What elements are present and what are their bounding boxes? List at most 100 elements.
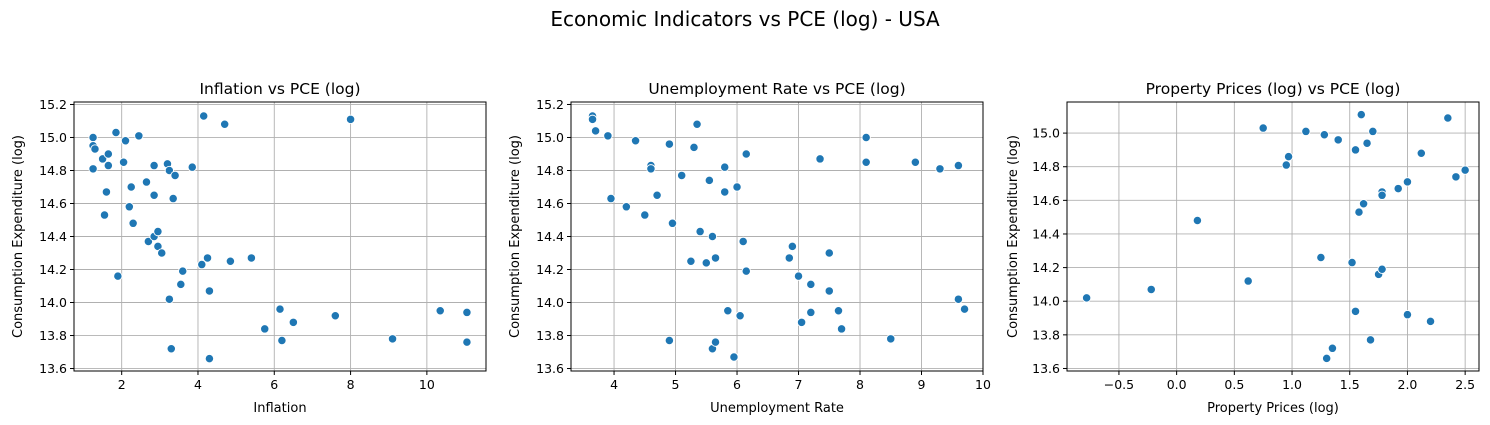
scatter-point <box>202 253 213 263</box>
scatter-point <box>701 258 711 268</box>
y-tick-label: 14.2 <box>1032 260 1060 275</box>
x-tick-label: 4 <box>194 377 202 392</box>
scatter-point <box>664 139 675 149</box>
scatter-point <box>164 294 175 304</box>
scatter-point <box>462 337 472 347</box>
scatter-point <box>103 160 113 171</box>
scatter-point <box>225 256 236 266</box>
scatter-point <box>99 210 110 220</box>
scatter-point <box>587 114 598 124</box>
scatter-point <box>732 182 742 192</box>
y-tick-label: 14.4 <box>536 229 564 244</box>
panel-title: Unemployment Rate vs PCE (log) <box>648 80 905 98</box>
scatter-point <box>953 160 964 171</box>
scatter-point <box>630 136 641 146</box>
scatter-point <box>149 190 159 200</box>
scatter-point <box>738 236 748 247</box>
y-tick-label: 15.2 <box>39 97 67 112</box>
scatter-point <box>101 187 112 197</box>
scatter-point <box>621 202 631 212</box>
scatter-point <box>178 266 188 276</box>
scatter-point <box>128 218 138 228</box>
y-tick-label: 14.8 <box>536 163 564 178</box>
scatter-point <box>111 127 121 138</box>
scatter-point <box>806 279 816 290</box>
scatter-point <box>1316 252 1326 263</box>
y-tick-label: 14.0 <box>536 295 564 310</box>
plot-frame <box>73 101 487 372</box>
y-tick-label: 14.2 <box>536 262 564 277</box>
scatter-point <box>824 248 834 258</box>
y-tick-label: 14.6 <box>1032 193 1060 208</box>
y-tick-label: 13.8 <box>39 328 67 343</box>
x-tick-label: 10 <box>419 377 435 392</box>
scatter-point <box>149 160 159 171</box>
x-tick-label: −0.5 <box>1104 377 1134 392</box>
y-tick-label: 14.6 <box>536 196 564 211</box>
scatter-point <box>126 182 136 192</box>
scatter-point <box>704 175 715 186</box>
scatter-point <box>113 271 123 281</box>
scatter-point <box>729 352 739 362</box>
scatter-point <box>1377 264 1387 274</box>
y-tick-label: 13.8 <box>536 328 564 343</box>
scatter-point <box>824 286 834 296</box>
scatter-point <box>141 177 152 187</box>
scatter-point <box>836 324 847 334</box>
scatter-point <box>646 164 656 174</box>
scatter-point <box>735 311 745 321</box>
scatter-point <box>603 131 613 141</box>
scatter-point <box>246 253 257 263</box>
y-tick-label: 14.0 <box>1032 294 1060 309</box>
scatter-point <box>723 306 733 316</box>
scatter-point <box>1081 293 1092 303</box>
scatter-point <box>88 132 98 143</box>
x-tick-label: 1.0 <box>1282 377 1302 392</box>
y-tick-label: 14.2 <box>39 262 67 277</box>
x-axis-label: Property Prices (log) <box>1207 401 1339 416</box>
plot-frame <box>570 101 984 372</box>
scatter-point <box>1377 190 1387 200</box>
x-tick-label: 9 <box>918 377 926 392</box>
scatter-point <box>1393 183 1403 194</box>
scatter-point <box>806 307 816 318</box>
scatter-point <box>652 190 662 200</box>
scatter-point <box>187 162 197 172</box>
panel-title: Inflation vs PCE (log) <box>199 80 360 98</box>
x-tick-label: 4 <box>610 377 618 392</box>
scatter-point <box>664 335 675 346</box>
y-tick-label: 15.0 <box>536 130 564 145</box>
scatter-point <box>1416 148 1426 158</box>
scatter-point <box>590 126 601 136</box>
scatter-point <box>720 187 730 197</box>
scatter-point <box>197 259 207 270</box>
y-tick-label: 13.6 <box>1032 361 1060 376</box>
scatter-point <box>330 311 340 321</box>
y-axis-label: Consumption Expenditure (log) <box>11 135 26 338</box>
x-tick-label: 8 <box>856 377 864 392</box>
scatter-point <box>1283 151 1294 162</box>
scatter-point <box>1146 284 1156 295</box>
scatter-point <box>1322 353 1332 364</box>
y-tick-label: 15.2 <box>536 97 564 112</box>
x-tick-label: 2.0 <box>1398 377 1418 392</box>
y-tick-label: 15.0 <box>1032 126 1060 141</box>
scatter-point <box>204 286 215 296</box>
scatter-point <box>787 241 798 252</box>
scatter-point <box>720 162 730 172</box>
x-tick-label: 0.5 <box>1224 377 1244 392</box>
scatter-point <box>861 157 871 167</box>
x-tick-label: 7 <box>795 377 803 392</box>
x-tick-label: 0.0 <box>1167 377 1187 392</box>
y-tick-label: 14.4 <box>1032 226 1060 241</box>
scatter-point <box>640 210 650 220</box>
x-tick-label: 5 <box>672 377 680 392</box>
y-tick-label: 13.6 <box>39 361 67 376</box>
y-tick-label: 14.4 <box>39 229 67 244</box>
scatter-point <box>1281 160 1291 170</box>
scatter-point <box>1451 172 1461 182</box>
y-tick-label: 15.0 <box>39 130 67 145</box>
panel-title: Property Prices (log) vs PCE (log) <box>1146 80 1401 98</box>
x-tick-label: 8 <box>347 377 355 392</box>
y-tick-label: 14.8 <box>39 163 67 178</box>
